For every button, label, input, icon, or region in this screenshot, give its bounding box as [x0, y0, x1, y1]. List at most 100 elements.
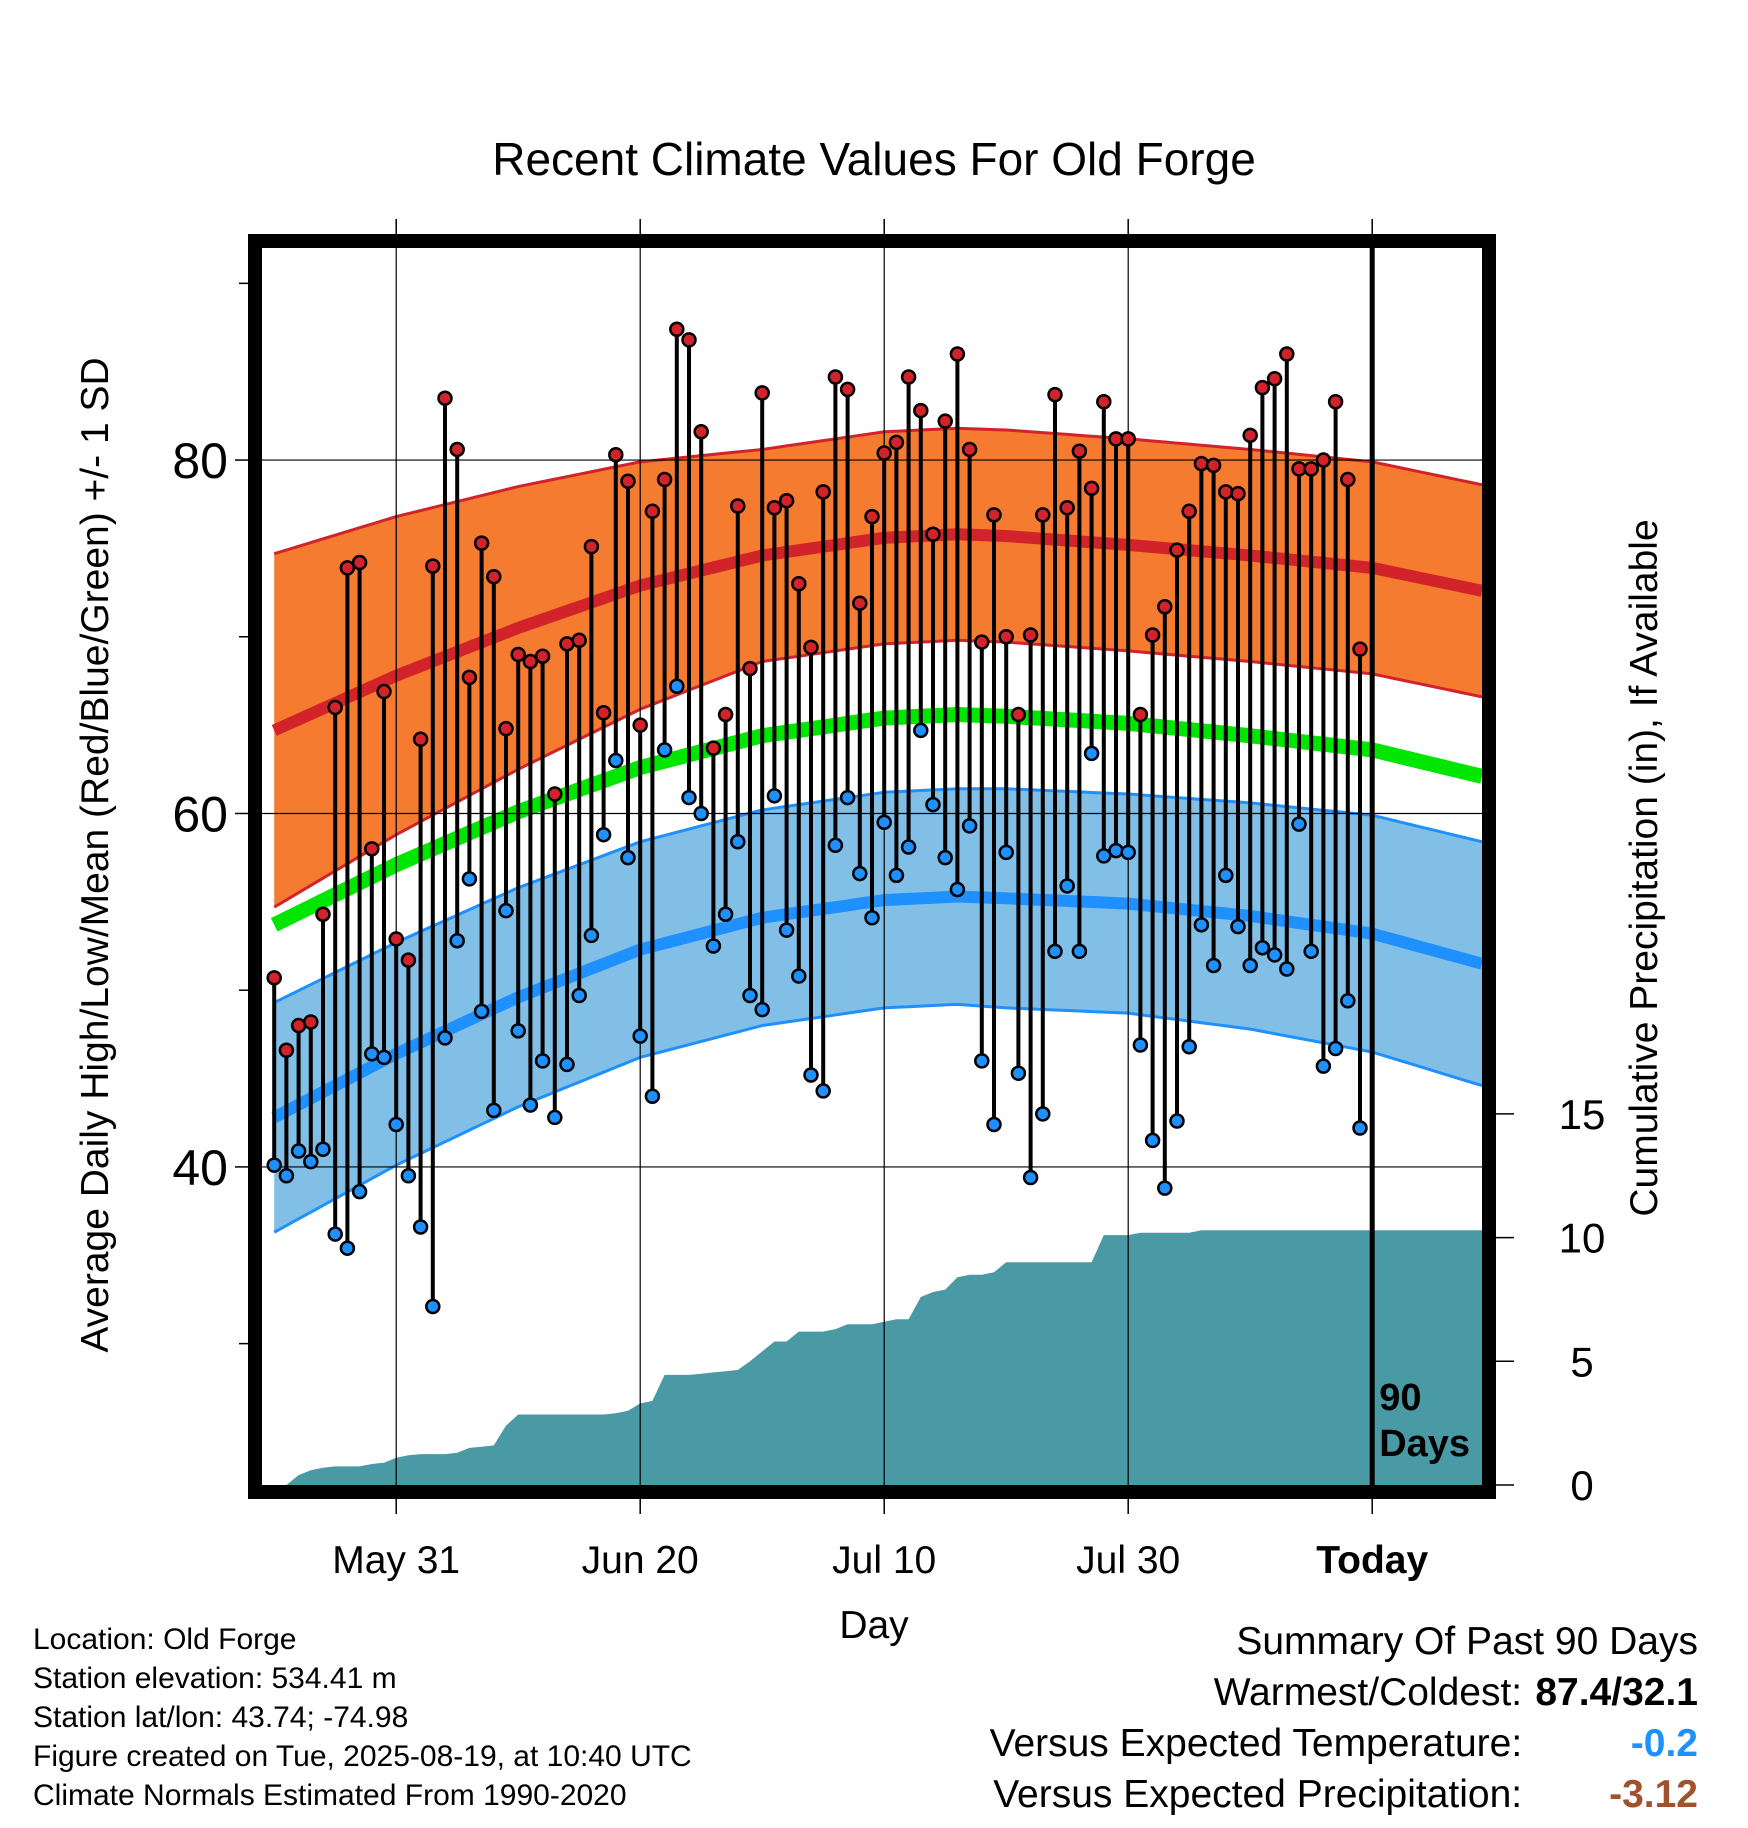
- precip-departure-row: Versus Expected Precipitation: -3.12: [990, 1769, 1698, 1820]
- daily-low-point: [988, 1118, 1001, 1131]
- daily-high-point: [304, 1016, 317, 1029]
- daily-high-point: [780, 494, 793, 507]
- daily-high-point: [390, 932, 403, 945]
- daily-low-point: [1244, 959, 1257, 972]
- daily-low-point: [695, 807, 708, 820]
- daily-high-point: [1073, 445, 1086, 458]
- daily-low-point: [927, 798, 940, 811]
- daily-low-point: [1158, 1182, 1171, 1195]
- daily-high-point: [683, 333, 696, 346]
- y2-tick-label: 10: [1559, 1215, 1606, 1262]
- daily-high-point: [622, 475, 635, 488]
- y-tick-label: 80: [172, 433, 228, 489]
- daily-low-point: [841, 791, 854, 804]
- daily-high-point: [1122, 432, 1135, 445]
- chart-title: Recent Climate Values For Old Forge: [492, 133, 1256, 185]
- x-axis-label: Day: [839, 1604, 909, 1647]
- daily-low-point: [561, 1058, 574, 1071]
- daily-low-point: [1134, 1038, 1147, 1051]
- x-tick-label: Jul 10: [832, 1539, 936, 1582]
- daily-high-point: [402, 954, 415, 967]
- daily-low-point: [1061, 879, 1074, 892]
- daily-low-point: [524, 1099, 537, 1112]
- daily-high-point: [914, 404, 927, 417]
- daily-high-point: [1085, 482, 1098, 495]
- daily-high-point: [744, 662, 757, 675]
- daily-low-point: [1293, 818, 1306, 831]
- summary-panel: Summary Of Past 90 Days Warmest/Coldest:…: [990, 1616, 1698, 1820]
- daily-high-point: [573, 634, 586, 647]
- x-tick-label: Jun 20: [582, 1539, 699, 1582]
- daily-high-point: [1049, 388, 1062, 401]
- daily-high-point: [841, 383, 854, 396]
- daily-low-point: [1317, 1060, 1330, 1073]
- daily-low-point: [1085, 747, 1098, 760]
- created-text: Figure created on Tue, 2025-08-19, at 10…: [33, 1737, 692, 1776]
- daily-low-point: [512, 1024, 525, 1037]
- temp-departure-row: Versus Expected Temperature: -0.2: [990, 1718, 1698, 1769]
- y-tick-label: 60: [172, 786, 228, 842]
- daily-low-point: [1110, 844, 1123, 857]
- daily-low-point: [304, 1155, 317, 1168]
- daily-low-point: [378, 1051, 391, 1064]
- daily-high-point: [500, 722, 513, 735]
- daily-low-point: [317, 1143, 330, 1156]
- daily-high-point: [853, 597, 866, 610]
- daily-low-point: [500, 904, 513, 917]
- daily-high-point: [609, 448, 622, 461]
- daily-high-point: [939, 415, 952, 428]
- daily-low-point: [1207, 959, 1220, 972]
- warmest-coldest-row: Warmest/Coldest: 87.4/32.1: [990, 1667, 1698, 1718]
- y2-tick-label: 0: [1570, 1462, 1593, 1509]
- daily-high-point: [1146, 629, 1159, 642]
- daily-high-point: [695, 425, 708, 438]
- daily-high-point: [585, 540, 598, 553]
- daily-high-point: [707, 742, 720, 755]
- daily-low-point: [426, 1300, 439, 1313]
- daily-low-point: [1354, 1122, 1367, 1135]
- station-info: Location: Old Forge Station elevation: 5…: [33, 1620, 692, 1815]
- daily-high-point: [988, 508, 1001, 521]
- daily-high-point: [1134, 708, 1147, 721]
- daily-low-point: [548, 1111, 561, 1124]
- daily-high-point: [536, 650, 549, 663]
- daily-low-point: [1305, 945, 1318, 958]
- daily-high-point: [731, 500, 744, 513]
- daily-low-point: [780, 924, 793, 937]
- daily-low-point: [683, 791, 696, 804]
- daily-low-point: [353, 1185, 366, 1198]
- daily-high-point: [353, 556, 366, 569]
- daily-low-point: [439, 1031, 452, 1044]
- daily-high-point: [890, 436, 903, 449]
- precipitation-area-layer: [274, 1230, 1482, 1485]
- daily-low-point: [1073, 945, 1086, 958]
- daily-high-point: [1061, 501, 1074, 514]
- x-tick-label: May 31: [332, 1539, 460, 1582]
- daily-high-point: [512, 648, 525, 661]
- daily-high-point: [975, 636, 988, 649]
- x-tick-label: Jul 30: [1076, 1539, 1180, 1582]
- daily-low-point: [817, 1084, 830, 1097]
- daily-high-point: [329, 701, 342, 714]
- elevation-text: Station elevation: 534.41 m: [33, 1659, 692, 1698]
- daily-high-point: [548, 788, 561, 801]
- daily-low-point: [487, 1104, 500, 1117]
- temp-departure-value: -0.2: [1533, 1718, 1698, 1769]
- daily-low-point: [1219, 869, 1232, 882]
- today-label-part: 90: [1379, 1377, 1421, 1419]
- daily-low-point: [890, 869, 903, 882]
- daily-low-point: [866, 911, 879, 924]
- daily-low-point: [1171, 1114, 1184, 1127]
- y-tick-label: 40: [172, 1140, 228, 1196]
- daily-high-point: [805, 641, 818, 654]
- daily-low-point: [731, 835, 744, 848]
- precip-departure-value: -3.12: [1533, 1769, 1698, 1820]
- daily-low-point: [1183, 1040, 1196, 1053]
- daily-high-point: [1232, 487, 1245, 500]
- location-text: Location: Old Forge: [33, 1620, 692, 1659]
- temp-departure-label: Versus Expected Temperature:: [990, 1722, 1523, 1765]
- daily-low-point: [1146, 1134, 1159, 1147]
- precip-departure-label: Versus Expected Precipitation:: [993, 1773, 1522, 1816]
- today-label-part: Days: [1379, 1423, 1470, 1465]
